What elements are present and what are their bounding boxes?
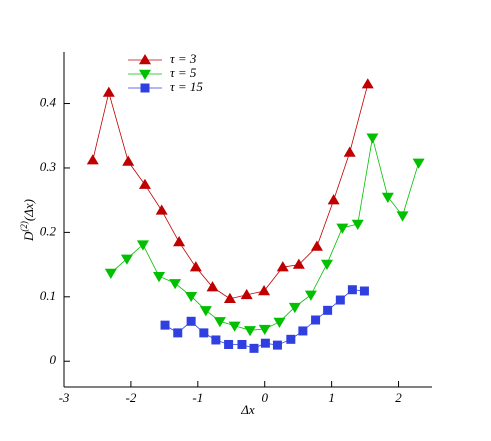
marker	[412, 158, 425, 169]
marker	[381, 192, 394, 203]
marker	[347, 285, 357, 295]
marker	[351, 219, 364, 231]
marker	[169, 279, 182, 290]
x-tick-label: 0	[261, 390, 268, 405]
marker	[153, 271, 166, 283]
marker	[335, 295, 345, 305]
marker	[206, 281, 219, 292]
marker	[160, 320, 170, 330]
marker	[249, 343, 259, 353]
marker	[86, 154, 99, 165]
marker	[199, 328, 209, 338]
marker	[272, 340, 282, 350]
marker	[359, 286, 369, 296]
marker	[228, 321, 241, 332]
marker	[155, 204, 168, 215]
marker	[320, 259, 333, 270]
y-label-main: D	[21, 231, 36, 242]
marker	[258, 324, 271, 336]
y-tick-label: 0.4	[40, 95, 57, 110]
x-tick-label: -1	[192, 390, 203, 405]
marker	[102, 86, 115, 97]
marker	[258, 285, 271, 296]
marker	[186, 316, 196, 326]
legend-label: τ = 15	[170, 79, 203, 94]
y-tick-label: 0.2	[40, 223, 57, 238]
legend-label: τ = 5	[170, 65, 197, 80]
marker	[244, 326, 257, 337]
x-tick-label: -2	[125, 390, 136, 405]
y-label-sup: (2)	[19, 221, 29, 232]
marker	[173, 328, 183, 338]
marker	[286, 334, 296, 344]
marker	[104, 268, 117, 279]
marker	[213, 317, 226, 328]
y-tick-label: 0	[50, 352, 57, 367]
marker	[323, 305, 333, 315]
y-axis-label: D(2)(Δx)	[19, 199, 36, 242]
marker	[327, 194, 340, 205]
marker	[260, 338, 270, 348]
marker	[136, 240, 149, 251]
series-line	[110, 137, 420, 331]
marker	[276, 261, 289, 272]
x-tick-label: 2	[395, 390, 402, 405]
marker	[396, 211, 409, 222]
marker	[211, 335, 221, 345]
marker	[310, 240, 323, 251]
marker	[292, 258, 305, 269]
marker	[140, 83, 150, 93]
marker	[343, 146, 356, 157]
marker	[189, 261, 202, 272]
marker	[304, 290, 317, 301]
marker	[173, 236, 186, 247]
marker	[185, 291, 198, 303]
marker	[139, 69, 151, 80]
marker	[199, 306, 212, 317]
y-tick-label: 0.1	[40, 288, 56, 303]
marker	[311, 315, 321, 325]
marker	[224, 339, 234, 349]
marker	[240, 288, 253, 300]
plot-area	[86, 78, 425, 353]
marker	[273, 317, 286, 328]
marker	[139, 54, 151, 65]
marker	[288, 302, 301, 314]
y-tick-label: 0.3	[40, 159, 57, 174]
marker	[336, 223, 349, 234]
marker	[138, 178, 151, 189]
marker	[361, 78, 374, 89]
marker	[366, 133, 379, 144]
marker	[122, 155, 135, 166]
x-tick-label: 1	[328, 390, 335, 405]
legend-label: τ = 3	[170, 51, 197, 66]
marker	[237, 339, 247, 349]
marker	[298, 326, 308, 336]
x-axis-label: Δx	[240, 402, 255, 417]
x-tick-label: -3	[59, 390, 70, 405]
marker	[223, 292, 236, 303]
y-label-rest: (Δx)	[21, 199, 36, 221]
marker	[120, 254, 133, 265]
